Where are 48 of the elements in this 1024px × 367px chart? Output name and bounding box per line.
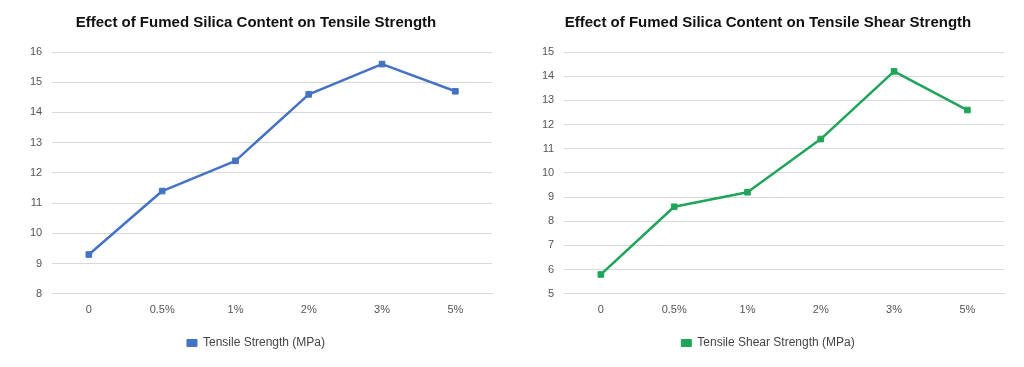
y-tick-label: 15: [29, 75, 43, 88]
point: [85, 251, 93, 258]
point: [452, 87, 459, 95]
y-tick-label: 6: [548, 262, 555, 275]
y-tick-label: 11: [30, 196, 43, 209]
point: [597, 271, 605, 278]
legend-label: Tensile Strength (MPa): [202, 335, 326, 350]
point: [817, 135, 825, 143]
x-tick-label: 5%: [447, 303, 464, 316]
point: [232, 157, 239, 165]
x-tick-label: 3%: [886, 303, 903, 316]
y-tick-label: 10: [29, 226, 43, 239]
point: [964, 106, 971, 114]
y-tick-label: 16: [29, 45, 43, 58]
y-tick-label: 9: [548, 190, 555, 203]
y-tick-label: 12: [541, 117, 555, 130]
x-tick-label: 0: [85, 303, 92, 316]
y-tick-label: 11: [542, 141, 555, 154]
y-tick-label: 13: [29, 135, 43, 148]
y-tick-label: 15: [541, 45, 555, 58]
y-tick-label: 8: [36, 286, 43, 299]
x-tick-label: 0.5%: [661, 303, 687, 316]
x-tick-label: 3%: [374, 303, 391, 316]
y-tick-label: 5: [548, 286, 555, 299]
y-tick-label: 9: [36, 256, 43, 269]
x-tick-label: 0.5%: [149, 303, 175, 316]
x-tick-label: 1%: [227, 303, 244, 316]
x-tick-label: 2%: [812, 303, 829, 316]
y-tick-label: 8: [548, 214, 555, 227]
x-tick-label: 2%: [300, 303, 317, 316]
y-tick-label: 12: [29, 165, 43, 178]
y-tick-label: 14: [541, 69, 555, 82]
point: [305, 90, 313, 98]
x-tick-label: 0: [597, 303, 604, 316]
y-tick-label: 7: [548, 238, 555, 251]
point: [890, 68, 898, 75]
y-tick-label: 10: [541, 165, 555, 178]
point: [378, 60, 386, 68]
y-tick-label: 13: [541, 93, 555, 106]
point: [670, 203, 678, 211]
legend-label: Tensile Shear Strength (MPa): [697, 335, 855, 350]
point: [158, 187, 166, 195]
x-tick-label: 1%: [739, 303, 756, 316]
y-tick-label: 14: [29, 105, 43, 118]
x-tick-label: 5%: [959, 303, 976, 316]
chart-title: Effect of Fumed Silica Content on Tensile Shear Strength: [564, 13, 972, 31]
point: [744, 188, 751, 196]
chart-title: Effect of Fumed Silica Content on Tensile Strength: [75, 13, 437, 31]
